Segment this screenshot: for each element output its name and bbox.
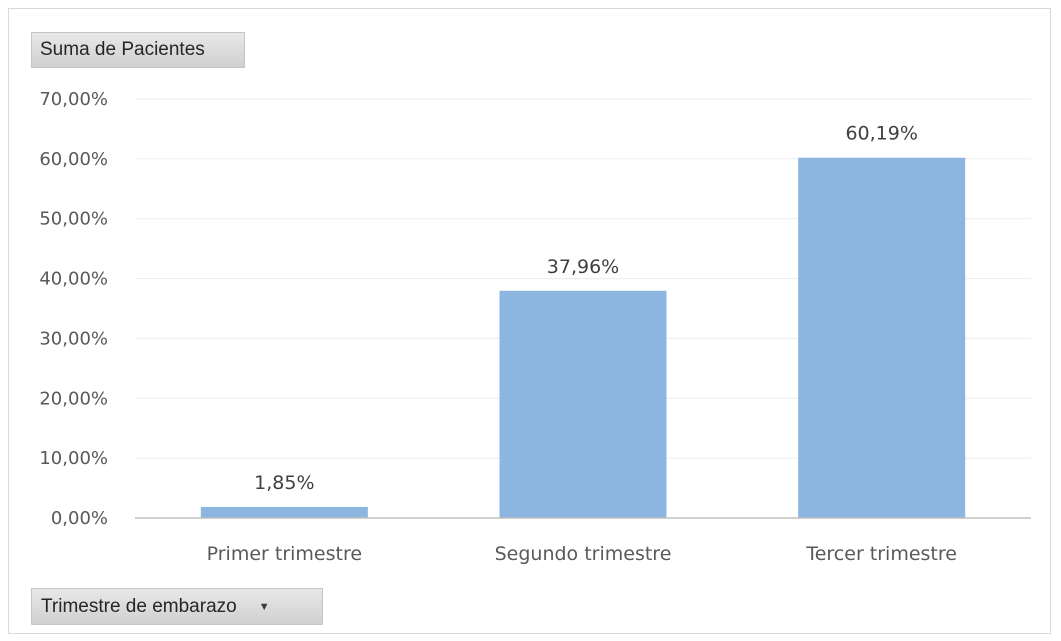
y-tick-label: 0,00%	[51, 508, 108, 529]
y-tick-label: 10,00%	[39, 448, 108, 469]
y-tick-label: 70,00%	[39, 89, 108, 110]
bar	[499, 290, 667, 518]
data-label: 37,96%	[547, 256, 619, 278]
bar	[798, 157, 966, 519]
axis-field-label: Trimestre de embarazo	[41, 595, 237, 617]
y-tick-label: 40,00%	[39, 269, 108, 290]
data-label: 1,85%	[254, 472, 314, 494]
y-tick-label: 30,00%	[39, 328, 108, 349]
value-field-label: Suma de Pacientes	[40, 39, 205, 60]
dropdown-arrow-icon[interactable]: ▼	[258, 600, 270, 613]
x-category-label: Segundo trimestre	[495, 543, 672, 565]
value-field-button[interactable]: Suma de Pacientes	[31, 32, 245, 68]
y-tick-label: 50,00%	[39, 209, 108, 230]
bar	[200, 506, 368, 518]
y-tick-label: 20,00%	[39, 388, 108, 409]
x-category-label: Primer trimestre	[207, 543, 362, 565]
y-tick-label: 60,00%	[39, 149, 108, 170]
x-category-label: Tercer trimestre	[805, 543, 957, 565]
axis-field-button[interactable]: Trimestre de embarazo ▼	[31, 588, 323, 625]
data-label: 60,19%	[845, 123, 917, 145]
